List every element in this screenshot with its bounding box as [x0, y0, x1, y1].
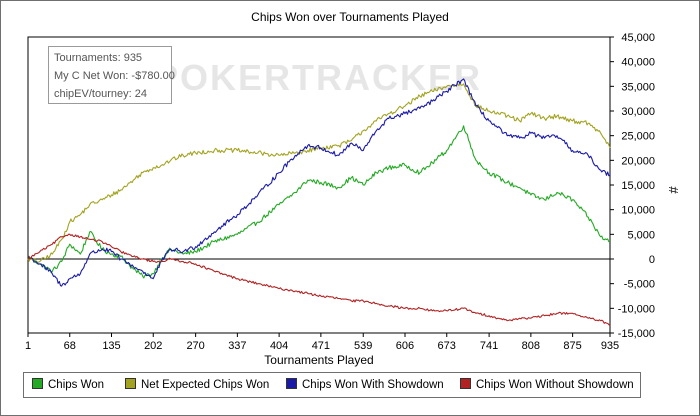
y-tick-label: -15,000 [618, 328, 655, 340]
legend-swatch-without-showdown [460, 378, 471, 389]
series-line-net-expected-chips-won [27, 82, 611, 263]
y-tick-label: 0 [649, 254, 655, 266]
x-tick-label: 875 [563, 340, 581, 352]
legend-label: Net Expected Chips Won [141, 379, 270, 391]
y-tick-label: 15,000 [621, 180, 655, 192]
y-tick-label: -5,000 [624, 279, 655, 291]
legend-swatch-with-showdown [286, 378, 297, 389]
tournaments-count-text: Tournaments: 935 [54, 52, 143, 64]
watermark-text: POKERTRACKER [154, 57, 482, 98]
x-tick-label: 270 [186, 340, 204, 352]
x-tick-label: 337 [228, 340, 246, 352]
y-tick-label: 45,000 [621, 32, 655, 44]
x-tick-label: 202 [144, 340, 162, 352]
legend-item-chips-won[interactable]: Chips Won [32, 378, 104, 392]
y-tick-label: 5,000 [627, 229, 655, 241]
pokertracker-watermark: POKERTRACKER [154, 57, 482, 98]
stats-info-box: Tournaments: 935 My C Net Won: -$780.00 … [48, 46, 175, 104]
x-tick-label: 471 [312, 340, 330, 352]
chipev-per-tourney-text: chipEV/tourney: 24 [54, 88, 147, 100]
legend-item-net-expected[interactable]: Net Expected Chips Won [125, 378, 269, 392]
x-tick-label: 539 [354, 340, 372, 352]
net-won-text: My C Net Won: -$780.00 [54, 70, 175, 82]
y-tick-label: 25,000 [621, 131, 655, 143]
y-tick-label: 30,000 [621, 106, 655, 118]
y-tick-label: 35,000 [621, 81, 655, 93]
legend-swatch-chips-won [32, 378, 43, 389]
tick-labels: 1 68 135 202 270 337 404 471 539 606 673 741 808 875 9… [25, 32, 655, 352]
x-tick-label: 741 [480, 340, 498, 352]
x-axis-label: Tournaments Played [264, 353, 373, 367]
chart-legend: Chips Won Net Expected Chips Won Chips W… [23, 372, 641, 398]
y-tick-label: 10,000 [621, 205, 655, 217]
legend-label: Chips Won [48, 379, 105, 391]
legend-swatch-net-expected [125, 378, 136, 389]
x-tick-label: 68 [64, 340, 76, 352]
legend-item-with-showdown[interactable]: Chips Won With Showdown [286, 378, 444, 392]
y-tick-label: 40,000 [621, 57, 655, 69]
legend-item-without-showdown[interactable]: Chips Won Without Showdown [460, 378, 634, 392]
x-tick-label: 935 [601, 340, 619, 352]
y-tick-label: -10,000 [618, 303, 655, 315]
series-line-chips-won-without-showdown [27, 233, 611, 327]
series-line-chips-won-with-showdown [27, 78, 611, 287]
series-lines [27, 78, 611, 327]
legend-label: Chips Won Without Showdown [476, 379, 634, 391]
x-tick-label: 1 [25, 340, 31, 352]
x-tick-label: 673 [438, 340, 456, 352]
plot-axes [27, 36, 614, 337]
x-tick-label: 606 [396, 340, 414, 352]
chart-title: Chips Won over Tournaments Played [251, 10, 449, 24]
y-axis-label: # [666, 186, 681, 194]
x-tick-label: 135 [102, 340, 120, 352]
x-tick-label: 404 [270, 340, 288, 352]
y-tick-label: 20,000 [621, 155, 655, 167]
x-tick-label: 808 [522, 340, 540, 352]
legend-label: Chips Won With Showdown [302, 379, 444, 391]
